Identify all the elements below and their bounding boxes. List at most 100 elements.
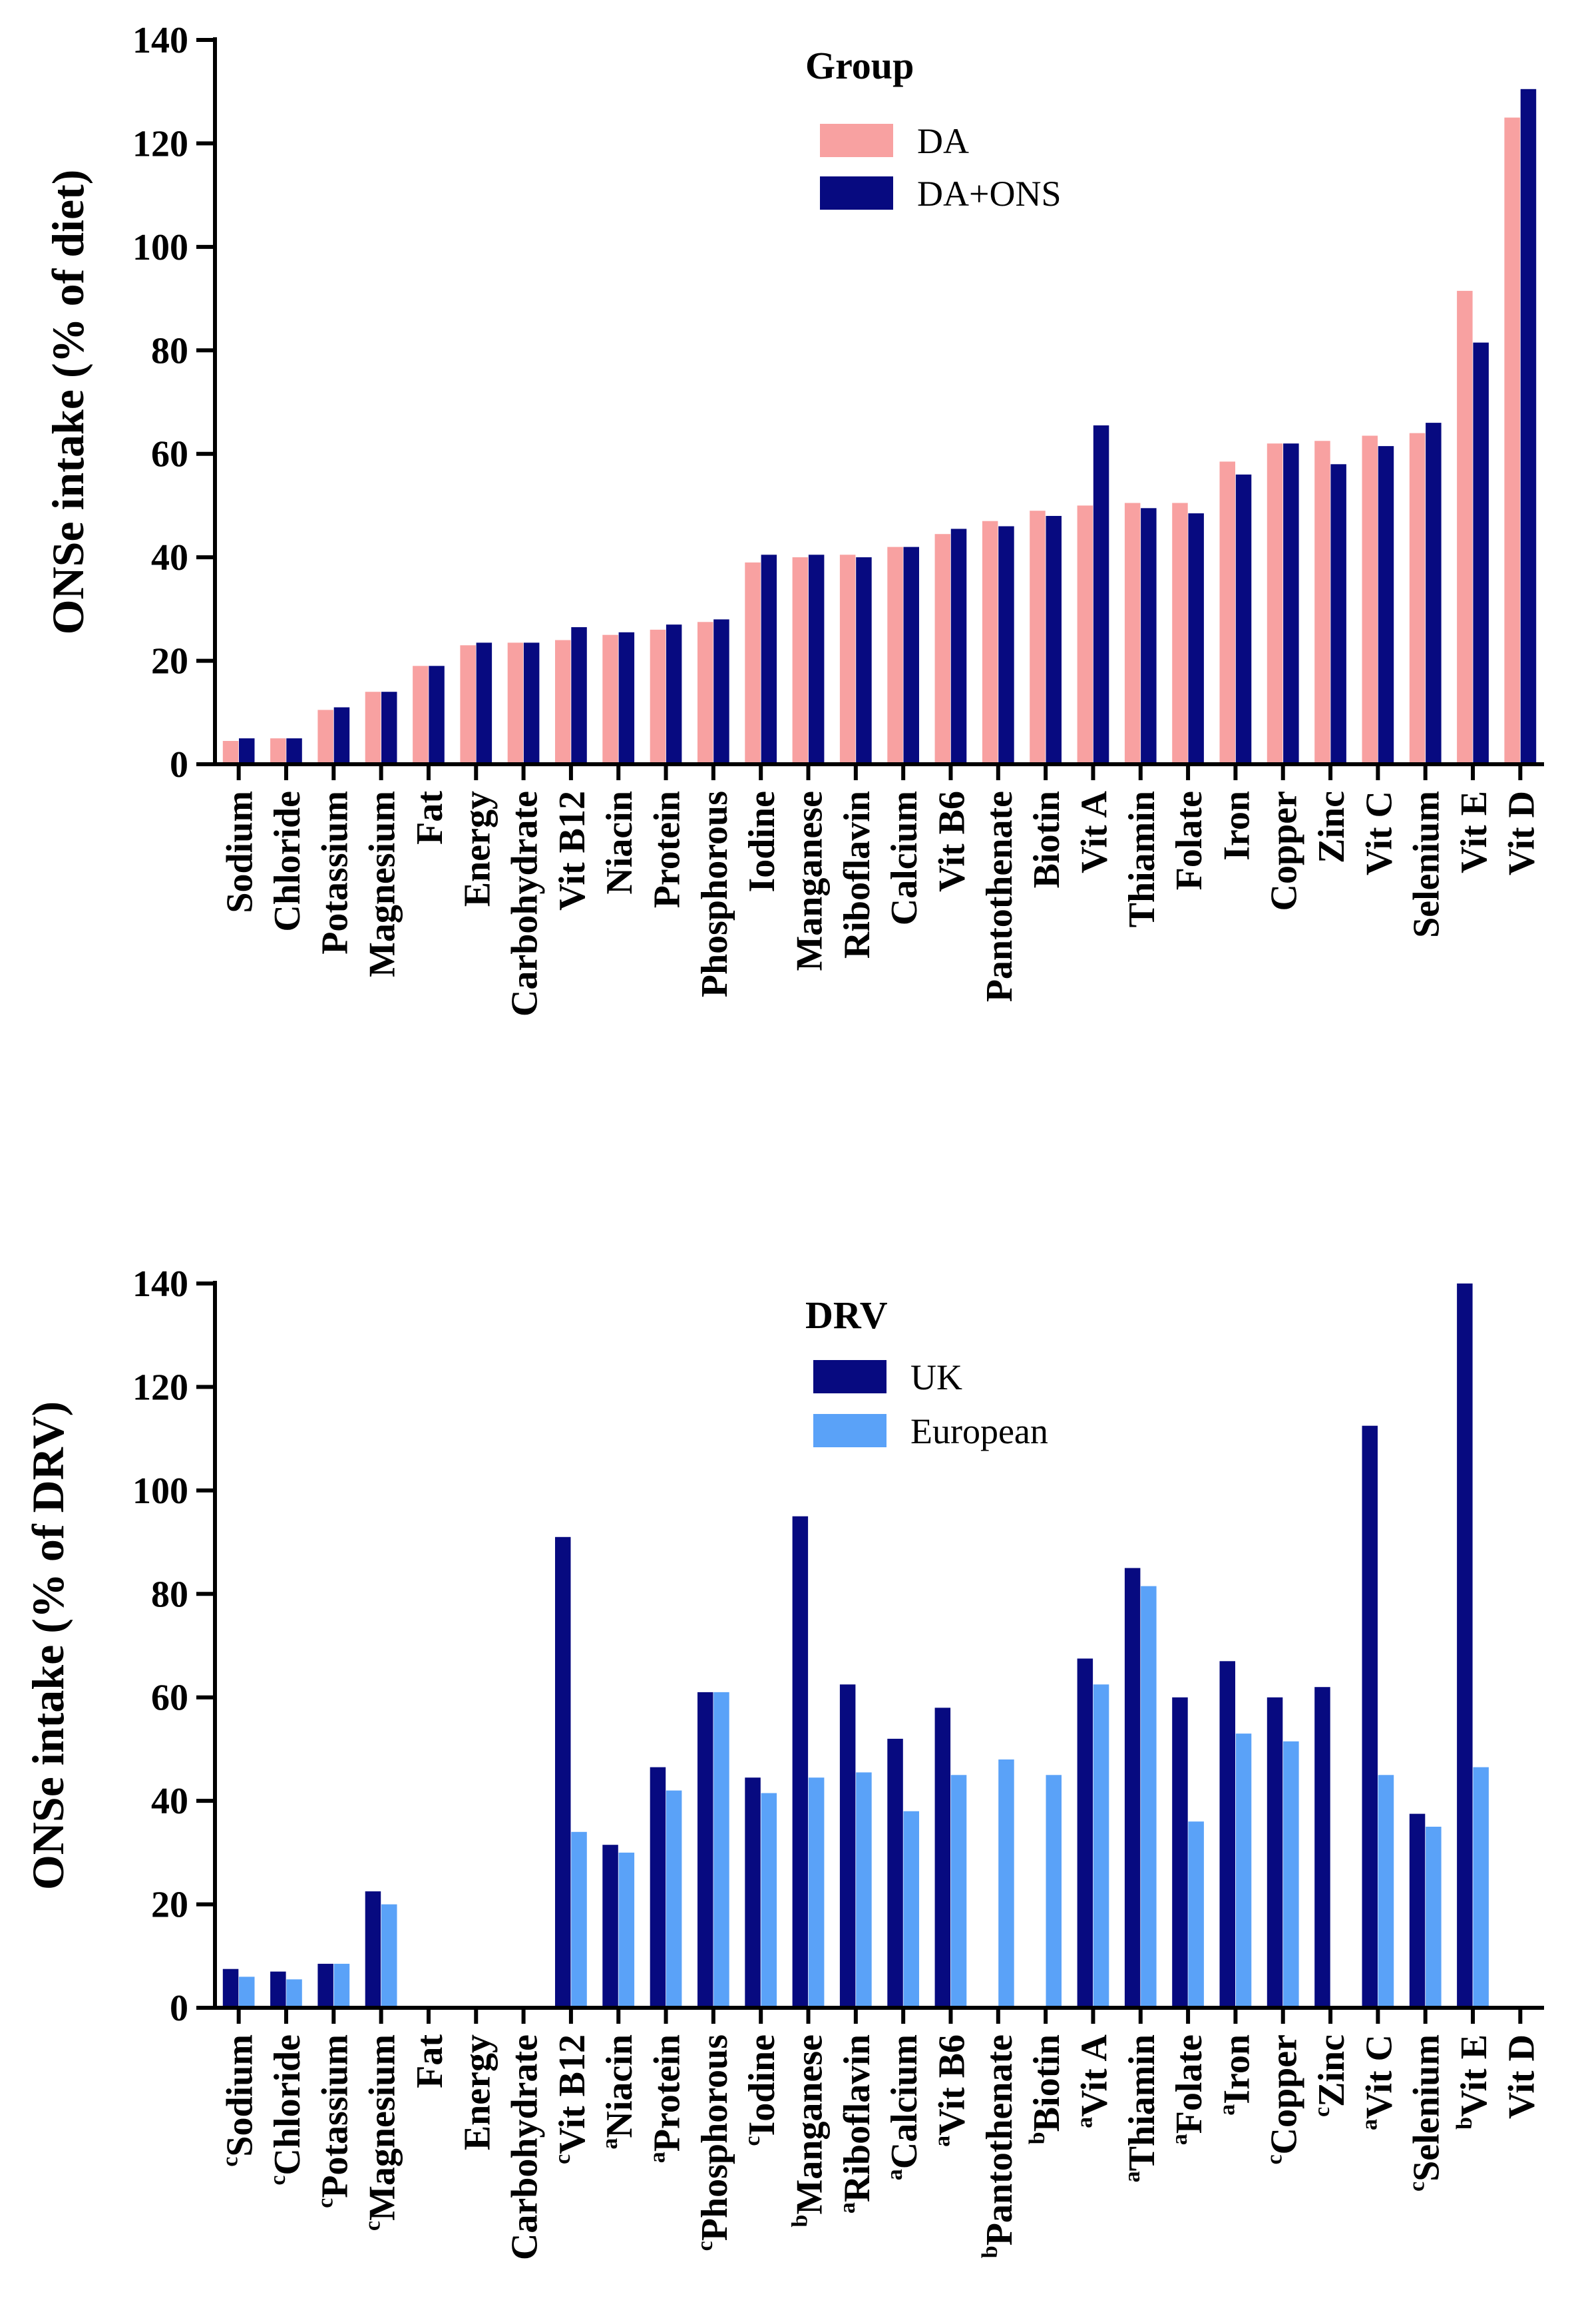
- superscript-label: c: [693, 2241, 717, 2251]
- y-axis-title: ONSe intake (% of DRV): [23, 1401, 73, 1890]
- bar-european-sodium: [239, 1976, 255, 2008]
- bar-european-iodine: [761, 1793, 777, 2008]
- bar-uk-vit-b12: [555, 1536, 571, 2008]
- superscript-label: a: [1167, 2134, 1192, 2145]
- bar-uk-iron: [1219, 1661, 1235, 2008]
- bar-da-ons-biotin: [1046, 516, 1062, 764]
- bar-da-ons-vit-b6: [950, 529, 967, 764]
- bar-da-iron: [1219, 461, 1235, 764]
- bar-da-ons-protein: [666, 624, 682, 764]
- bar-da-ons-selenium: [1426, 423, 1442, 764]
- bar-uk-chloride: [270, 1971, 286, 2008]
- y-ticks: 0 20 40 60 80 100 120 140: [132, 20, 215, 786]
- bar-da-ons-vit-a: [1093, 425, 1109, 764]
- bar-uk-selenium: [1409, 1813, 1426, 2008]
- category-name: Biotin: [1026, 2034, 1068, 2132]
- superscript-label: c: [1263, 2154, 1287, 2164]
- y-tick-label: 80: [151, 1574, 188, 1615]
- bar-da-copper: [1267, 443, 1283, 764]
- bar-european-calcium: [903, 1811, 919, 2008]
- category-name: Vit E: [1454, 2034, 1495, 2117]
- category-label-magnesium: cMagnesium: [361, 2034, 403, 2231]
- bar-european-vit-b6: [950, 1775, 967, 2008]
- bar-da-ons-folate: [1188, 513, 1204, 764]
- bar-european-vit-a: [1093, 1684, 1109, 2008]
- category-label-niacin: aNiacin: [598, 2034, 640, 2150]
- category-label-niacin: Niacin: [599, 791, 640, 895]
- bar-da-phosphorous: [697, 622, 713, 764]
- y-tick-label: 120: [132, 123, 188, 164]
- category-label-protein: aProtein: [646, 2034, 688, 2163]
- category-name: Magnesium: [362, 2034, 403, 2221]
- category-label-vit-d: Vit D: [1501, 2034, 1542, 2119]
- category-label-riboflavin: Riboflavin: [837, 791, 878, 959]
- bar-da-ons-thiamin: [1141, 508, 1157, 764]
- bar-uk-sodium: [222, 1969, 239, 2008]
- superscript-label: b: [788, 2215, 813, 2227]
- y-tick-label: 40: [151, 537, 188, 579]
- y-ticks: 0 20 40 60 80 100 120 140: [132, 1264, 215, 2029]
- superscript-label: a: [1357, 2119, 1382, 2130]
- category-label-vit-b12: Vit B12: [552, 791, 593, 911]
- bar-uk-riboflavin: [839, 1684, 856, 2008]
- category-label-vit-c: Vit C: [1358, 791, 1400, 875]
- bar-da-vit-b6: [934, 534, 951, 764]
- category-name: Pantothenate: [979, 2034, 1020, 2245]
- bar-da-vit-c: [1362, 435, 1378, 764]
- bar-da-ons-niacin: [618, 632, 635, 764]
- legend-label-uk: UK: [910, 1357, 962, 1397]
- bar-european-protein: [666, 1790, 682, 2008]
- category-label-calcium: aCalcium: [883, 2034, 925, 2180]
- category-label-thiamin: aThiamin: [1120, 2034, 1163, 2182]
- category-name: Copper: [1264, 2034, 1305, 2154]
- bar-european-thiamin: [1141, 1586, 1157, 2008]
- bar-da-ons-vit-b12: [571, 627, 587, 764]
- category-label-iron: aIron: [1215, 2034, 1257, 2116]
- category-name: Sodium: [220, 2034, 261, 2157]
- bar-da-ons-zinc: [1330, 464, 1346, 764]
- category-label-folate: aFolate: [1167, 2034, 1210, 2145]
- category-name: Vit B12: [552, 2034, 593, 2154]
- bar-european-niacin: [618, 1852, 635, 2008]
- category-label-chloride: Chloride: [267, 791, 308, 932]
- y-tick-label: 100: [132, 227, 188, 268]
- category-label-zinc: cZinc: [1310, 2034, 1352, 2117]
- superscript-label: a: [1120, 2171, 1145, 2182]
- chart-diet-percent: ONSe intake (% of diet) 0 20 40 60 80 100 120 1…: [43, 20, 1544, 1017]
- superscript-label: a: [835, 2202, 860, 2213]
- y-tick-label: 40: [151, 1781, 188, 1822]
- category-label-folate: Folate: [1169, 791, 1210, 890]
- category-label-phosphorous: cPhosphorous: [693, 2034, 735, 2251]
- superscript-label: c: [361, 2221, 385, 2231]
- y-tick-label: 60: [151, 1678, 188, 1719]
- bar-da-riboflavin: [839, 555, 856, 764]
- bar-da-chloride: [270, 738, 286, 764]
- legend: Group DA DA+ONS: [805, 44, 1061, 214]
- bar-da-potassium: [317, 710, 333, 764]
- bar-da-ons-calcium: [903, 547, 919, 764]
- superscript-label: c: [313, 2198, 337, 2208]
- category-label-magnesium: Magnesium: [362, 791, 403, 977]
- category-name: Riboflavin: [837, 2034, 878, 2202]
- category-label-zinc: Zinc: [1311, 791, 1352, 863]
- category-label-chloride: cChloride: [266, 2034, 308, 2186]
- bar-da-calcium: [887, 547, 903, 764]
- bar-european-vit-e: [1473, 1767, 1489, 2008]
- bar-uk-phosphorous: [697, 1692, 713, 2008]
- bar-da-ons-manganese: [808, 555, 825, 764]
- superscript-label: a: [1215, 2104, 1239, 2116]
- superscript-label: a: [930, 2136, 954, 2147]
- bar-da-energy: [460, 645, 476, 764]
- bar-uk-copper: [1267, 1697, 1283, 2008]
- y-tick-label: 100: [132, 1471, 188, 1512]
- category-label-sodium: cSodium: [218, 2034, 261, 2167]
- bar-da-ons-vit-e: [1473, 342, 1489, 764]
- legend-swatch-da: [820, 124, 893, 157]
- superscript-label: b: [978, 2245, 1002, 2258]
- bar-da-ons-pantothenate: [998, 526, 1014, 764]
- category-label-vit-b12: cVit B12: [550, 2034, 593, 2164]
- bar-da-ons-iron: [1235, 474, 1252, 764]
- legend-label-da: DA: [917, 121, 969, 161]
- category-label-selenium: Selenium: [1406, 791, 1448, 938]
- category-label-biotin: Biotin: [1026, 791, 1068, 888]
